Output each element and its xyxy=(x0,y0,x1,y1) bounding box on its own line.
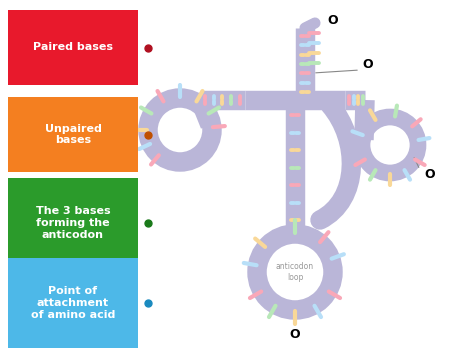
Bar xyxy=(8,258,138,348)
Bar xyxy=(8,178,138,268)
Text: anticodon
loop: anticodon loop xyxy=(276,262,314,282)
Text: O: O xyxy=(363,59,374,71)
Text: Paired bases: Paired bases xyxy=(33,43,113,53)
Bar xyxy=(8,10,138,85)
Bar xyxy=(8,97,138,172)
Text: Point of
attachment
of amino acid: Point of attachment of amino acid xyxy=(31,286,115,320)
Text: The 3 bases
forming the
anticodon: The 3 bases forming the anticodon xyxy=(36,206,110,240)
Text: O: O xyxy=(328,13,338,27)
Text: O: O xyxy=(425,169,435,181)
Text: Unpaired
bases: Unpaired bases xyxy=(45,124,101,145)
Text: O: O xyxy=(290,328,301,342)
